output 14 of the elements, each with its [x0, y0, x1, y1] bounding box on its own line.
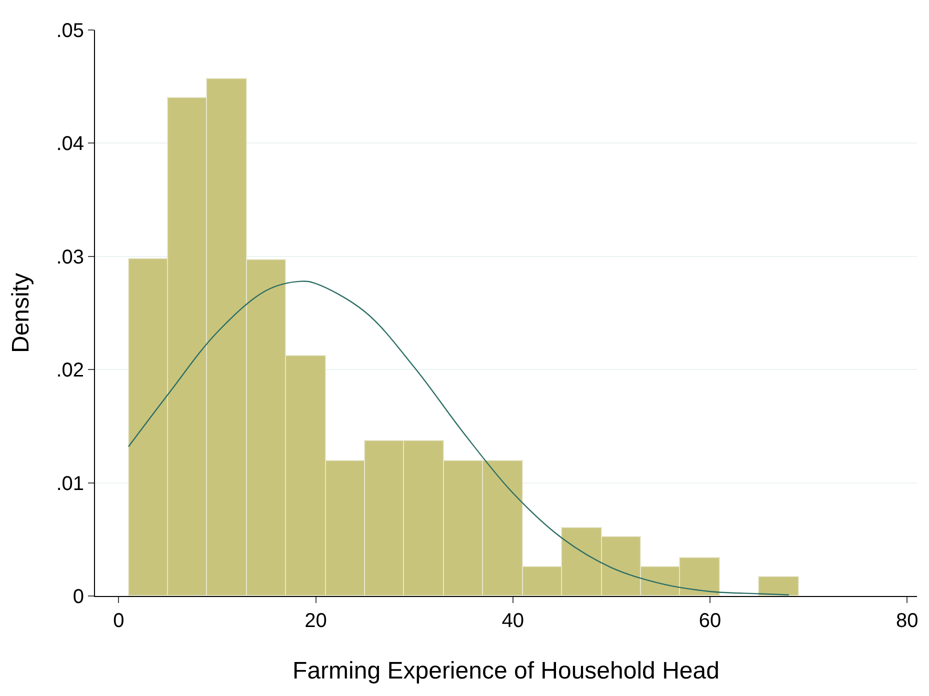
y-tick-label: .05	[56, 20, 84, 42]
y-tick-label: .02	[56, 360, 84, 382]
y-tick-label: .01	[56, 472, 84, 495]
y-axis-title: Density	[7, 272, 34, 354]
y-tick-label: .04	[56, 133, 84, 156]
y-tick-label: .03	[56, 246, 84, 268]
x-axis-title: Farming Experience of Household Head	[292, 657, 720, 684]
x-tick-label: 20	[304, 610, 327, 632]
x-tick-label: 40	[502, 610, 524, 632]
x-tick-label: 60	[698, 610, 722, 632]
x-tick-label: 0	[113, 610, 124, 632]
y-tick-label: 0	[72, 586, 84, 608]
line-series	[128, 280, 790, 596]
x-tick-label: 80	[896, 610, 918, 632]
